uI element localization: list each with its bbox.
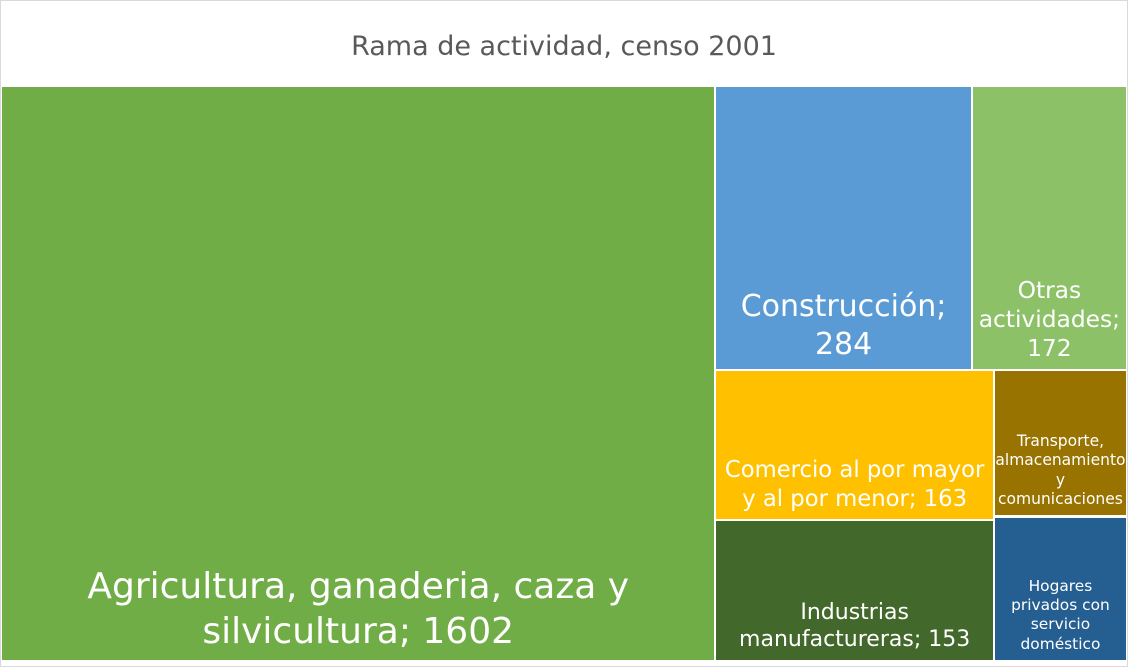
- treemap-tile: Transporte, almacenamiento y comunicacio…: [993, 370, 1127, 517]
- tile-label: Construcción284: [720, 288, 966, 363]
- treemap-tile: Agricultura, ganaderia, caza y silvicult…: [1, 86, 716, 661]
- tile-name: Otras actividades: [978, 275, 1113, 333]
- treemap-tile: Otras actividades172: [971, 86, 1127, 371]
- tile-label: Hogares privados con servicio doméstico: [999, 577, 1122, 654]
- tile-value: 163: [909, 486, 967, 512]
- tile-label: Agricultura, ganaderia, caza y silvicult…: [6, 564, 710, 654]
- tile-value: 153: [914, 627, 970, 652]
- tile-label: Otras actividades172: [977, 276, 1122, 363]
- tile-name: Hogares privados con servicio doméstico: [1011, 576, 1110, 653]
- tile-name: Comercio al por mayor y al por menor: [724, 457, 985, 512]
- chart-title: Rama de actividad, censo 2001: [351, 31, 777, 62]
- treemap-tile: Industrias manufactureras153: [715, 520, 994, 661]
- treemap-tile: Comercio al por mayor y al por menor163: [715, 370, 994, 521]
- tile-label: Transporte, almacenamiento y comunicacio…: [995, 432, 1125, 510]
- tile-name: Transporte, almacenamiento y comunicacio…: [995, 431, 1126, 509]
- tile-label: Industrias manufactureras153: [720, 599, 989, 654]
- tile-name: Agricultura, ganaderia, caza y silvicult…: [87, 566, 630, 652]
- treemap-tile: Hogares privados con servicio doméstico: [993, 516, 1127, 661]
- tile-name: Industrias manufactureras: [739, 599, 914, 653]
- treemap-tile: Construcción284: [715, 86, 972, 371]
- tile-value: 1602: [399, 611, 514, 652]
- tile-name: Construcción: [740, 289, 937, 325]
- tile-label: Comercio al por mayor y al por menor163: [720, 456, 989, 513]
